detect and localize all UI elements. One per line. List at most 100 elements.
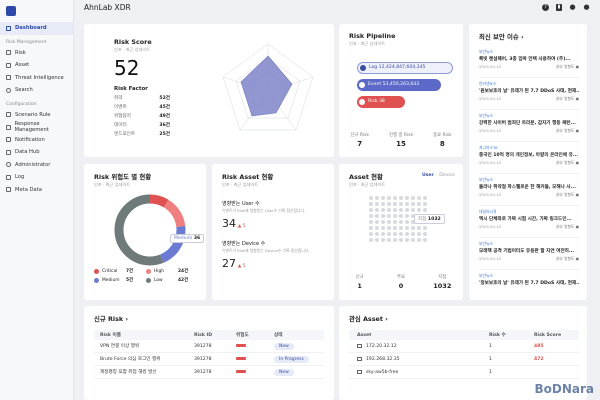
news-item[interactable]: 보안뉴스 강력한 사이버 범죄단 트리분, 갑자기 행동 패턴... 2023-03… xyxy=(479,110,579,142)
risk-radar-chart xyxy=(222,43,314,131)
sidebar-item-search[interactable]: Search xyxy=(0,84,73,97)
status-cell: New xyxy=(274,368,324,376)
news-item[interactable]: 인터넷뉴스 '원보보호의 날' 유래가 된 7.7 DDoS 사태, 현재... 2… xyxy=(479,78,579,110)
news-date: 2023-03-15 xyxy=(479,160,502,165)
legend-value: 42건 xyxy=(178,278,189,283)
asset-dot xyxy=(381,238,385,242)
key-asset-table-head: Asset Risk 수 Risk Score xyxy=(349,330,579,340)
pipeline-stat[interactable]: 종료 Risk 8 xyxy=(422,132,463,148)
asset-dot xyxy=(381,208,385,212)
asset-dot xyxy=(405,226,409,230)
user-icon[interactable]: ● xyxy=(583,2,590,11)
asset-dot xyxy=(411,226,415,230)
asset-status-card: Asset 현황 인포 · 최근 업데이트 User Device 지점 103… xyxy=(339,164,463,300)
sidebar-section-config: Configuration xyxy=(6,101,37,107)
news-item[interactable]: 보안뉴스 돌라나 취약점 파스펠로운 한 해커들, 모해나 사... 2023-03… xyxy=(479,174,579,206)
asset-dot xyxy=(393,196,397,200)
asset-dot xyxy=(387,208,391,212)
asset-dot xyxy=(375,238,379,242)
table-row[interactable]: Brute Force 의심 로그인 행위 391278 In Progress xyxy=(94,353,324,366)
pipeline-subtitle: 인포 · 최근 업데이트 xyxy=(349,41,386,46)
table-row[interactable]: 계정명칭 포함 취업 해킹 발신 391278 New xyxy=(94,366,324,379)
asset-stat-label: 지점 xyxy=(438,275,447,280)
asset-dot xyxy=(375,202,379,206)
sidebar-item-threat-intelligence[interactable]: Threat Intelligence xyxy=(0,72,73,85)
risk-factor-row: 엔드포인트 25건 xyxy=(114,131,170,140)
asset-dot xyxy=(369,220,373,224)
severity-legend: Critical 7건 High 24건 Medium 5건 Low 42건 xyxy=(94,268,198,283)
news-title: '원보보호의 날' 유래가 된 7.7 DDoS 사태, 현재... xyxy=(479,89,579,94)
asset-dot xyxy=(423,226,427,230)
asset-stat-label: 신규 xyxy=(355,275,364,280)
tab-user[interactable]: User xyxy=(421,173,434,178)
asset-dot xyxy=(387,214,391,218)
pipeline-log[interactable]: Log 12,424,847,604,345 xyxy=(357,62,453,74)
table-row[interactable]: VPN 연결 이상 행위 391278 New xyxy=(94,340,324,353)
logo-icon[interactable] xyxy=(6,6,16,16)
new-risk-title[interactable]: 신규 Risk › xyxy=(94,315,129,323)
bell-icon[interactable]: ● xyxy=(569,2,576,11)
help-icon[interactable]: ? xyxy=(542,3,549,11)
risk-factor-list: 취약 52건 이벤트 45건 위협탐지 49건 데이터 36건 엔드포인트 25건 xyxy=(114,95,170,140)
security-news-title[interactable]: 최신 보안 이슈 › xyxy=(479,33,524,41)
news-date: 2023-03-15 xyxy=(479,128,502,133)
status-badge: New xyxy=(274,368,294,376)
pipeline-event[interactable]: Event 53,450,263,643 xyxy=(357,79,441,91)
table-row[interactable]: sky-aw5b-free 1 xyxy=(349,366,579,379)
watermark: BoDNara xyxy=(534,382,594,396)
news-tag: 지니어스TA xyxy=(479,145,498,150)
sidebar-item-risk[interactable]: Risk xyxy=(0,47,73,60)
risk-factor-row: 위협탐지 49건 xyxy=(114,113,170,122)
sidebar-item-data-hub[interactable]: Data Hub xyxy=(0,146,73,159)
news-item[interactable]: 지니어스TA 중국인 10억 명의 개인정보, 아얄의 온라인에 유... 2023… xyxy=(479,142,579,174)
pipeline-stat[interactable]: 진행 중 Risk 15 xyxy=(380,132,421,148)
news-title: '정보보호의 날' 유래가 된 7.7 DDoS 사태, 현재... xyxy=(479,281,579,286)
asset-dot xyxy=(393,226,397,230)
news-item[interactable]: 데일리시큐 멕시 단체와로 가짜 시험 시간, 가짜 링크드인... 2023-03… xyxy=(479,206,579,238)
topbar: AhnLab XDR ? ▮ ● ● xyxy=(74,0,600,14)
col-risk-count: Risk 수 xyxy=(489,333,506,338)
asset-stat[interactable]: 주요 0 xyxy=(380,274,421,290)
tab-device[interactable]: Device xyxy=(439,173,455,178)
asset-stat[interactable]: 지점 1032 xyxy=(422,274,463,290)
pipeline-stat-value: 8 xyxy=(439,140,445,148)
donut-medium xyxy=(114,194,186,266)
sidebar-item-scenario-rule[interactable]: Scenario Rule xyxy=(0,109,73,122)
asset-dot xyxy=(405,214,409,218)
asset-dot xyxy=(417,226,421,230)
log-dot-icon xyxy=(360,65,366,71)
bookmark-icon[interactable]: ▮ xyxy=(556,3,562,11)
asset-dot xyxy=(399,232,403,236)
news-tag: 보안뉴스 xyxy=(479,49,493,54)
severity-bar-icon xyxy=(236,343,246,347)
news-item[interactable]: 보안뉴스 록빗 랜섬웨어, 3종 임박 언택 사용하여 (주)... 2023-03… xyxy=(479,46,579,78)
asset-dot xyxy=(399,202,403,206)
table-row[interactable]: 192.268.32.35 1 472 xyxy=(349,353,579,366)
news-meta: 2023-03-15 내부 영향도 ● xyxy=(479,192,579,198)
asset-status-title: Asset 현황 xyxy=(349,173,383,181)
key-asset-title[interactable]: 관심 Asset › xyxy=(349,315,388,323)
asset-dot xyxy=(411,202,415,206)
pipeline-stat[interactable]: 신규 Risk 7 xyxy=(339,132,380,148)
asset-risk-score: 485 xyxy=(534,343,544,349)
sidebar-item-log[interactable]: Log xyxy=(0,171,73,184)
sidebar-item-label: Response Management xyxy=(14,121,49,134)
sidebar-item-notification[interactable]: Notification xyxy=(0,134,73,147)
pipeline-stat-label: 진행 중 Risk xyxy=(388,133,413,138)
news-impact: 내부 영향도 ● xyxy=(555,128,579,133)
asset-name: 192.268.32.35 xyxy=(366,356,400,362)
pipeline-risk[interactable]: Risk 38 xyxy=(357,96,405,108)
sidebar-item-response-management[interactable]: Response Management xyxy=(0,121,73,134)
news-tag: 인터넷뉴스 xyxy=(479,81,497,86)
news-date: 2023-03-15 xyxy=(479,224,502,229)
sidebar-item-asset[interactable]: Asset xyxy=(0,59,73,72)
news-title: 모래핵 공격 기법이터도 유용판 할 자연 여전히... xyxy=(479,249,575,254)
table-row[interactable]: 172.20.32.12 1 485 xyxy=(349,340,579,353)
sidebar-item-administrator[interactable]: Administrator xyxy=(0,159,73,172)
user-count-desc: 이벤트가 Risk에 영향받는 User수 기록 합산합니다. xyxy=(222,208,306,213)
news-item[interactable]: 보안뉴스 모래핵 공격 기법이터도 유용판 할 자연 여전히... 2023-03-… xyxy=(479,238,579,270)
news-item[interactable]: 보안뉴스 '정보보호의 날' 유래가 된 7.7 DDoS 사태, 현재... xyxy=(479,270,579,302)
asset-stat[interactable]: 신규 1 xyxy=(339,274,380,290)
sidebar-item-meta-data[interactable]: Meta Data xyxy=(0,184,73,197)
sidebar-item-dashboard[interactable]: Dashboard xyxy=(0,22,73,35)
